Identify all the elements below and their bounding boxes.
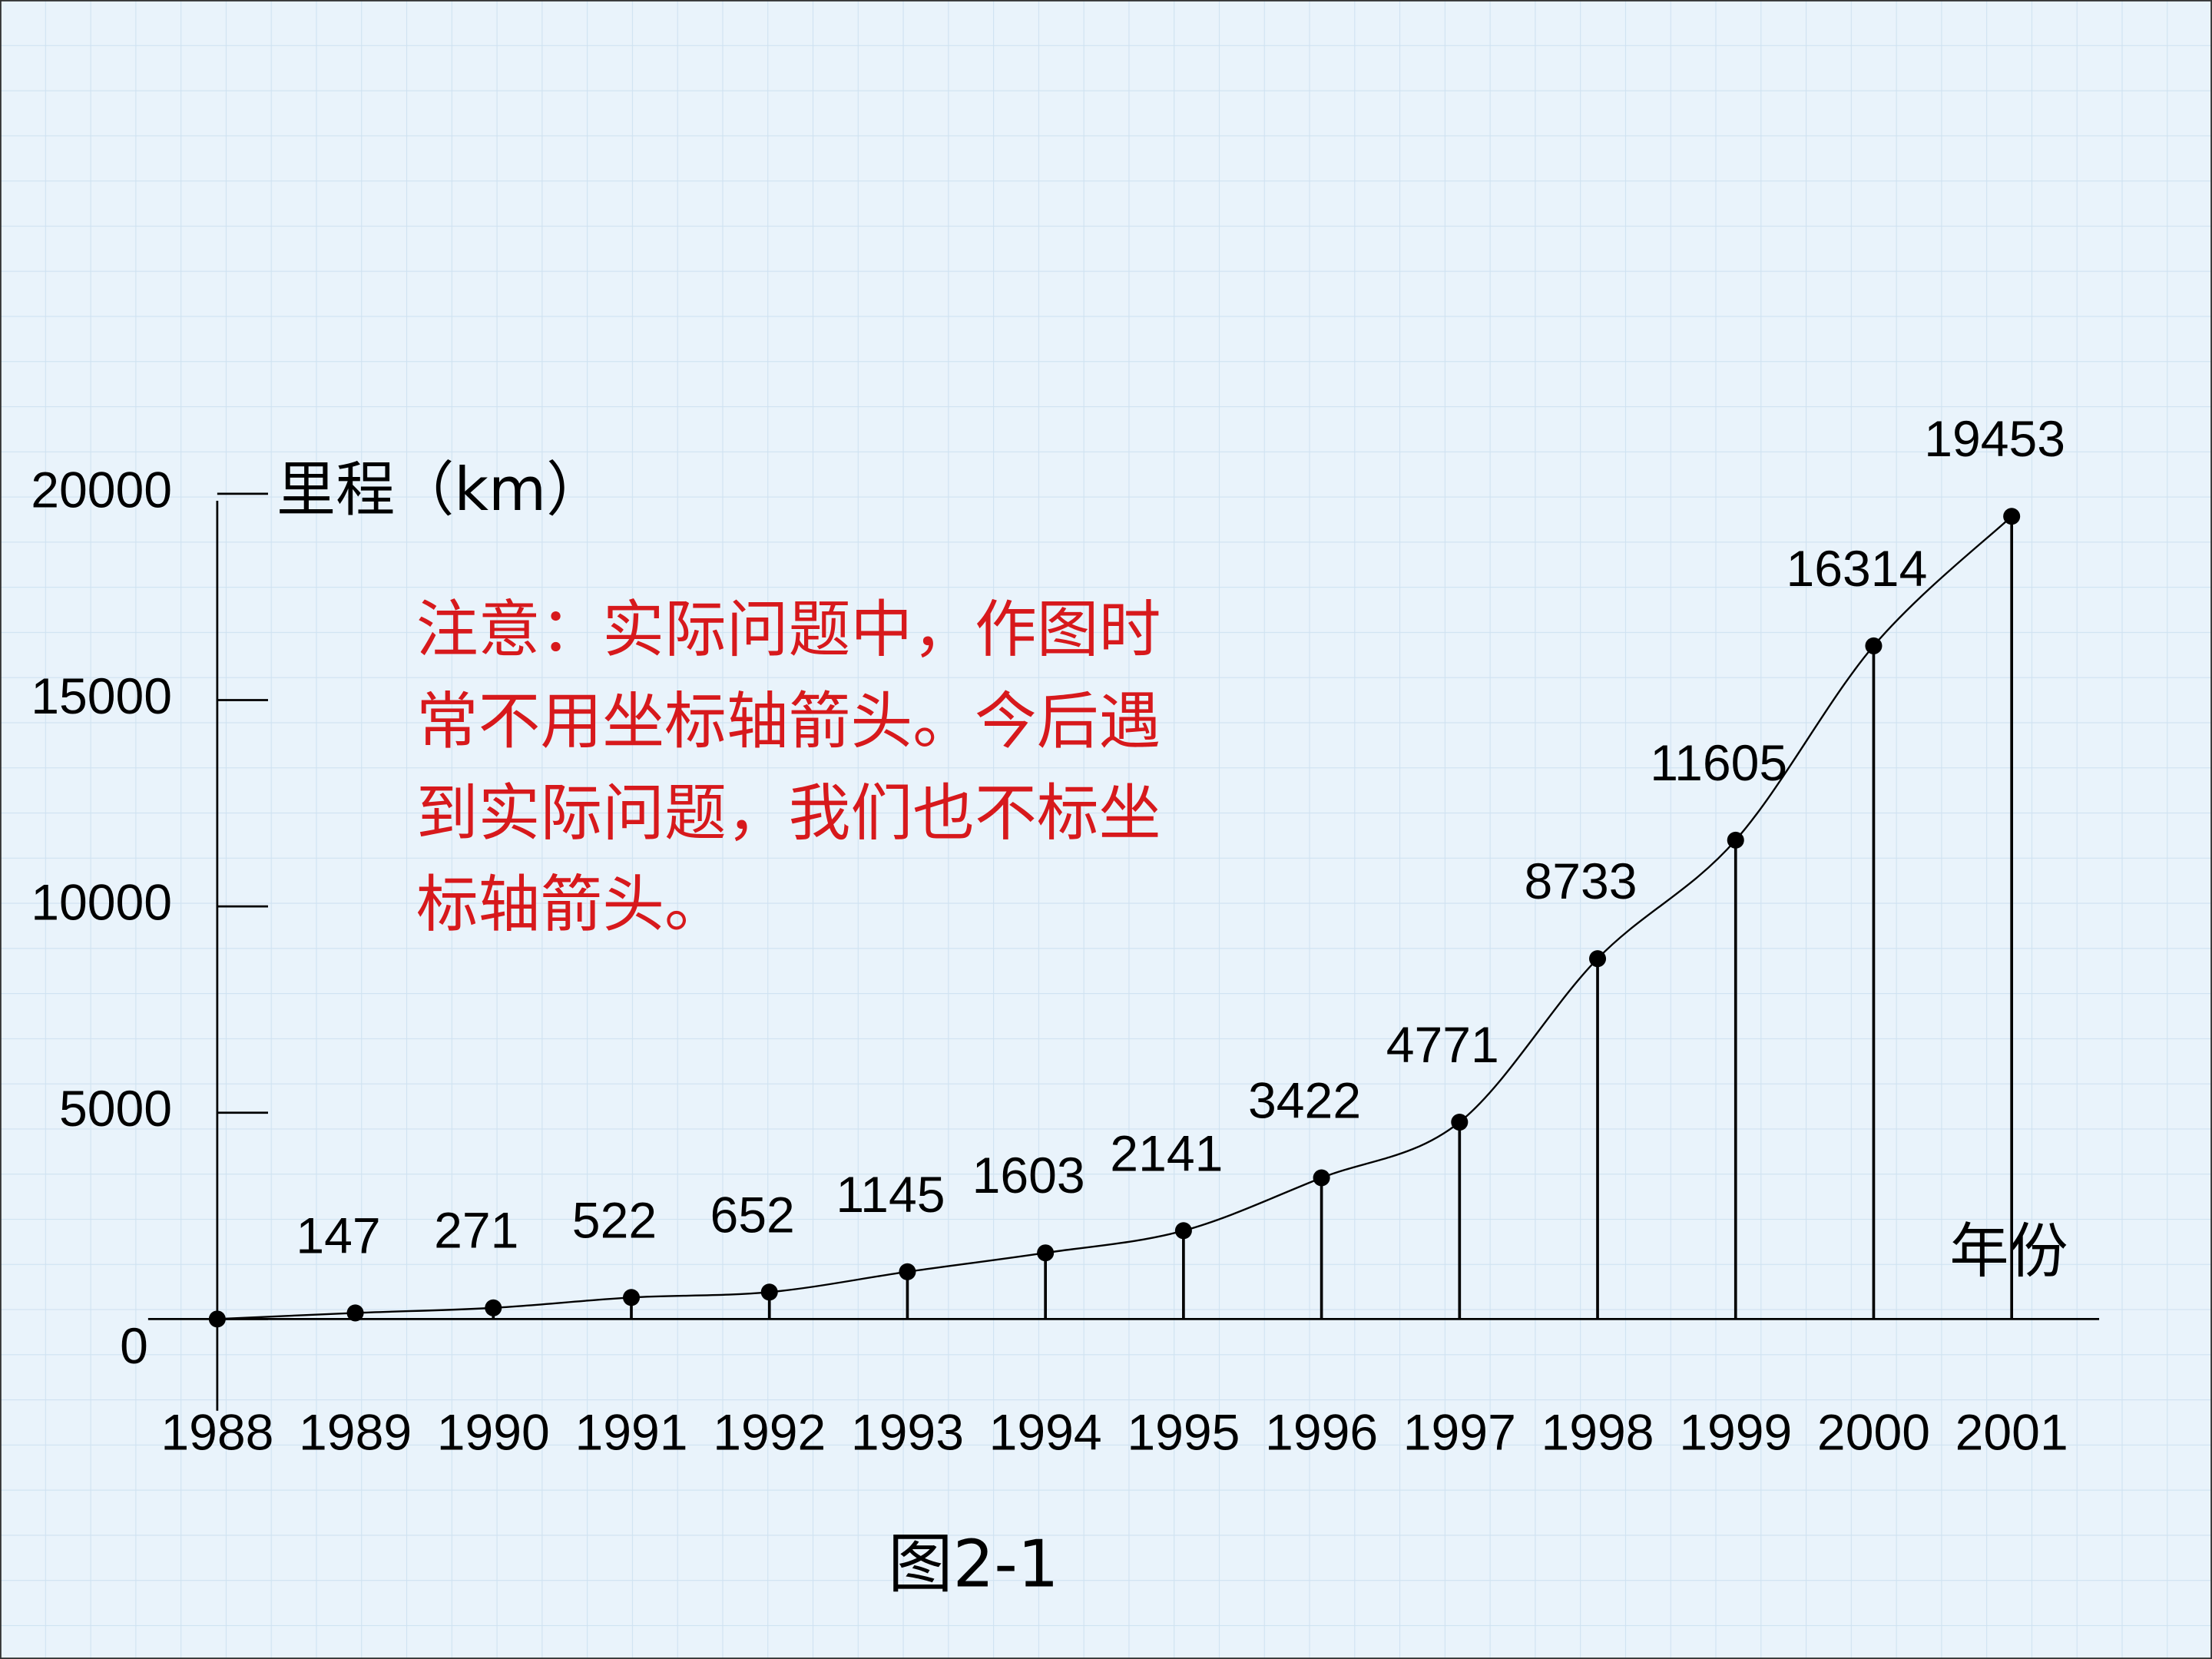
point [1313, 1169, 1330, 1187]
x-tick-label: 1992 [713, 1404, 826, 1461]
note-line: 常不用坐标轴箭头。今后遇 [416, 686, 1161, 758]
data-label: 16314 [1786, 541, 1928, 598]
x-tick-label: 2001 [1955, 1404, 2068, 1461]
x-tick-label: 1995 [1127, 1404, 1240, 1461]
y-tick-label: 5000 [59, 1081, 172, 1137]
x-tick-label: 1989 [299, 1404, 412, 1461]
point [1037, 1244, 1055, 1262]
data-label: 4771 [1386, 1017, 1499, 1074]
data-label: 2141 [1110, 1125, 1223, 1182]
y-tick-label: 20000 [31, 462, 172, 518]
data-label: 11605 [1650, 735, 1787, 792]
x-tick-label: 1990 [437, 1404, 550, 1461]
data-label: 652 [710, 1187, 795, 1243]
point [622, 1289, 641, 1306]
x-axis-label: 年份 [1949, 1217, 2068, 1286]
point [1727, 831, 1744, 849]
note-line: 标轴箭头。 [416, 869, 727, 942]
data-label: 3422 [1248, 1072, 1361, 1129]
y-axis-label: 里程（km） [276, 455, 605, 525]
data-label: 8733 [1524, 853, 1637, 910]
point [1865, 637, 1883, 654]
y-tick-label: 0 [120, 1318, 148, 1375]
point [485, 1299, 502, 1316]
x-tick-label: 1993 [851, 1404, 964, 1461]
point [208, 1310, 226, 1328]
data-label: 522 [572, 1192, 657, 1249]
x-tick-label: 1999 [1679, 1404, 1792, 1461]
x-tick-label: 1997 [1403, 1404, 1516, 1461]
caption: 图2-1 [888, 1526, 1058, 1601]
point [2003, 508, 2021, 525]
x-tick-label: 1996 [1265, 1404, 1378, 1461]
y-tick-label: 10000 [31, 875, 172, 932]
data-label: 271 [434, 1203, 518, 1260]
point [760, 1283, 778, 1301]
x-tick-label: 1994 [989, 1404, 1102, 1461]
data-label: 19453 [1924, 411, 2065, 468]
data-label: 1145 [836, 1167, 945, 1224]
data-label: 1603 [972, 1147, 1085, 1204]
point [1174, 1222, 1192, 1240]
point [346, 1304, 364, 1322]
note-line: 注意：实际问题中，作图时 [416, 594, 1161, 667]
data-label: 147 [296, 1207, 380, 1264]
point [899, 1263, 916, 1280]
x-tick-label: 1991 [575, 1404, 687, 1461]
note-line: 到实际问题，我们也不标坐 [416, 777, 1161, 849]
note: 注意：实际问题中，作图时常不用坐标轴箭头。今后遇到实际问题，我们也不标坐标轴箭头… [416, 594, 1161, 942]
x-tick-label: 2000 [1817, 1404, 1930, 1461]
x-tick-label: 1998 [1541, 1404, 1654, 1461]
x-tick-label: 1988 [161, 1404, 273, 1461]
y-tick-label: 15000 [31, 668, 172, 725]
point [1589, 950, 1607, 968]
point [1451, 1114, 1469, 1131]
